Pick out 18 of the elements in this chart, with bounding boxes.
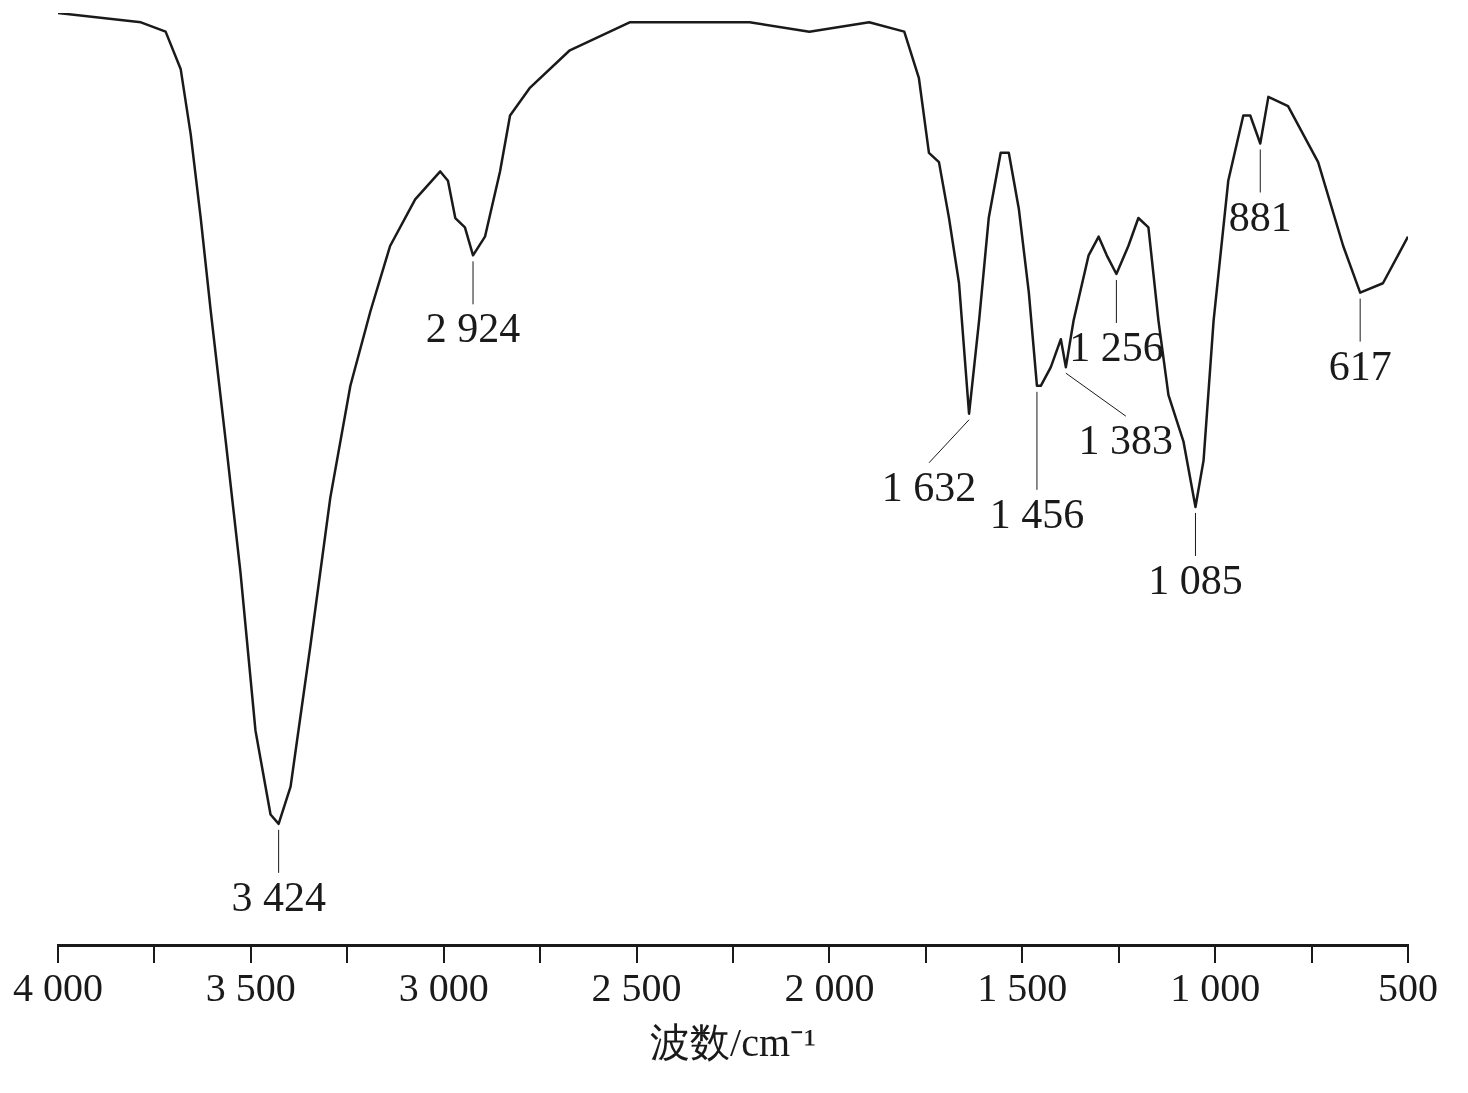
- annotation: 881: [1228, 193, 1292, 240]
- annotation: 3 424: [231, 873, 326, 920]
- annotation: 1 256: [1069, 323, 1164, 370]
- x-tick-label: 3 000: [398, 964, 489, 1010]
- annotation: 1 085: [1148, 556, 1243, 603]
- annotation: 1 383: [1078, 417, 1174, 464]
- x-tick-label: 1 000: [1170, 964, 1261, 1010]
- x-tick-label: 2 000: [784, 964, 875, 1010]
- annotation: 1 632: [881, 463, 977, 510]
- x-tick-label: 3 500: [205, 964, 296, 1010]
- annotation: 1 456: [989, 490, 1085, 537]
- x-tick-label: 1 500: [977, 964, 1068, 1010]
- x-tick-label: 2 500: [591, 964, 682, 1010]
- annotation: 2 924: [425, 305, 521, 352]
- x-axis-title: 波数/cm⁻¹: [650, 1019, 816, 1065]
- annotation: 617: [1328, 342, 1392, 389]
- x-tick-label: 4 000: [13, 964, 103, 1010]
- x-tick-label: 500: [1378, 964, 1438, 1010]
